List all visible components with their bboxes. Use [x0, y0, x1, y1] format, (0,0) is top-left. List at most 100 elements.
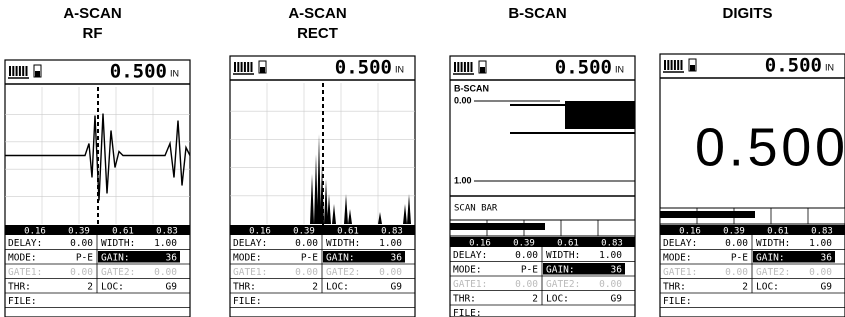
axis-label: 0.83	[811, 227, 833, 237]
field-label: THR:	[453, 293, 476, 304]
field-label: GATE1:	[233, 267, 267, 278]
field-label: GAIN:	[756, 252, 785, 263]
bscan-image	[565, 101, 635, 129]
field-label: WIDTH:	[546, 250, 580, 261]
field-label: FILE:	[233, 296, 262, 307]
field-label: GATE1:	[8, 267, 42, 278]
field-label: WIDTH:	[756, 238, 790, 249]
axis-label: 0.83	[601, 239, 623, 249]
field-value: 1.00	[154, 238, 177, 249]
device-screen: B-SCAN0.500INB-SCAN0.001.00SCAN BAR0.160…	[450, 5, 635, 317]
thickness-reading: 0.500	[765, 55, 822, 77]
battery-bar	[467, 62, 469, 72]
field-label: MODE:	[453, 264, 482, 275]
battery-bar	[454, 62, 456, 72]
field-value: 0.00	[70, 267, 93, 278]
battery-bar	[26, 66, 28, 76]
field-label: GAIN:	[326, 252, 355, 263]
field-value: G9	[821, 281, 833, 292]
field-value: G9	[611, 293, 623, 304]
battery-bar	[244, 62, 246, 72]
field-value: 0.00	[515, 250, 538, 261]
field-value: 0.00	[725, 238, 748, 249]
screenshot: A-SCANRF0.500IN0.160.390.610.83DELAY:0.0…	[0, 0, 845, 317]
field-value: 0.00	[599, 279, 622, 290]
field-value: 2	[742, 281, 748, 292]
mode-title: RECT	[297, 25, 338, 42]
field-value: 36	[611, 264, 623, 275]
battery-bar	[457, 62, 459, 72]
battery-fill	[260, 67, 265, 73]
mode-title: A-SCAN	[63, 5, 121, 22]
battery-bar	[237, 62, 239, 72]
battery-bar	[471, 62, 473, 72]
field-label: GATE2:	[546, 279, 580, 290]
bscan-title: B-SCAN	[454, 83, 489, 93]
depth-label: 1.00	[454, 175, 472, 185]
field-value: 1.00	[809, 238, 832, 249]
field-value: 36	[391, 252, 403, 263]
axis-label: 0.16	[24, 227, 46, 237]
field-label: FILE:	[8, 296, 37, 307]
field-value: 0.00	[379, 267, 402, 278]
field-value: 0.00	[295, 267, 318, 278]
axis-label: 0.61	[112, 227, 134, 237]
axis-label: 0.61	[337, 227, 359, 237]
field-label: DELAY:	[233, 238, 267, 249]
axis-label: 0.83	[381, 227, 403, 237]
field-value: P-E	[521, 264, 538, 275]
mode-title: DIGITS	[722, 5, 772, 22]
axis-label: 0.16	[249, 227, 271, 237]
battery-bar	[677, 60, 679, 70]
field-label: GATE1:	[663, 267, 697, 278]
field-value: P-E	[76, 252, 93, 263]
field-label: DELAY:	[8, 238, 42, 249]
thickness-reading: 0.500	[110, 61, 167, 83]
field-label: MODE:	[663, 252, 692, 263]
device-screen: DIGITS0.500IN0.5000.160.390.610.83DELAY:…	[660, 5, 845, 317]
field-label: THR:	[663, 281, 686, 292]
field-value: 2	[532, 293, 538, 304]
battery-bar	[674, 60, 676, 70]
field-label: LOC:	[326, 281, 349, 292]
unit-label: IN	[825, 62, 834, 72]
axis-label: 0.39	[723, 227, 745, 237]
scan-bar-label: SCAN BAR	[454, 204, 498, 214]
mode-title: B-SCAN	[508, 5, 566, 22]
axis-label: 0.16	[469, 239, 491, 249]
field-value: 0.00	[809, 267, 832, 278]
field-label: GATE2:	[756, 267, 790, 278]
field-label: LOC:	[546, 293, 569, 304]
axis-label: 0.39	[513, 239, 535, 249]
axis-label: 0.39	[293, 227, 315, 237]
field-label: THR:	[8, 281, 31, 292]
thickness-reading: 0.500	[335, 57, 392, 79]
field-value: 0.00	[154, 267, 177, 278]
field-value: G9	[391, 281, 403, 292]
field-label: GAIN:	[101, 252, 130, 263]
field-label: LOC:	[101, 281, 124, 292]
battery-bar	[667, 60, 669, 70]
field-value: 36	[821, 252, 833, 263]
field-value: 0.00	[70, 238, 93, 249]
axis-label: 0.16	[679, 227, 701, 237]
unit-label: IN	[395, 64, 404, 74]
field-label: FILE:	[453, 308, 482, 317]
axis-label: 0.39	[68, 227, 90, 237]
mode-title: A-SCAN	[288, 5, 346, 22]
field-label: GATE1:	[453, 279, 487, 290]
unit-label: IN	[170, 68, 179, 78]
field-label: GATE2:	[326, 267, 360, 278]
field-value: 0.00	[515, 279, 538, 290]
field-label: MODE:	[233, 252, 262, 263]
battery-bar	[671, 60, 673, 70]
field-value: 2	[312, 281, 318, 292]
axis-label: 0.61	[557, 239, 579, 249]
field-value: 0.00	[725, 267, 748, 278]
field-label: WIDTH:	[101, 238, 135, 249]
battery-bar	[19, 66, 21, 76]
depth-label: 0.00	[454, 95, 472, 105]
battery-bar	[234, 62, 236, 72]
field-value: G9	[166, 281, 178, 292]
